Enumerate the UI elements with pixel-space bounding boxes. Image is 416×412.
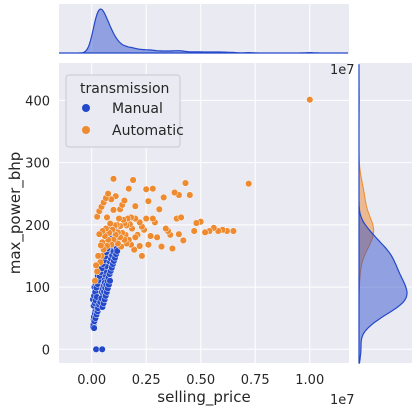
y-tick-label: 300 (25, 157, 50, 172)
scatter-point-automatic (186, 191, 194, 199)
scatter-point-automatic (103, 213, 111, 221)
scatter-point-automatic (115, 215, 123, 223)
scatter-point-automatic (104, 190, 112, 198)
scatter-point-automatic (157, 243, 166, 251)
scatter-point-automatic (229, 227, 237, 235)
scatter-point-automatic (245, 180, 253, 188)
y-tick-label: 100 (25, 281, 50, 296)
x-axis-label: selling_price (157, 388, 250, 407)
scatter-point-automatic (201, 228, 209, 236)
legend-title: transmission (80, 81, 169, 97)
scatter-point-automatic (160, 193, 168, 201)
y-axis-label: max_power_bhp (6, 152, 25, 275)
scatter-point-automatic (153, 233, 161, 241)
scatter-point-automatic (306, 96, 314, 104)
scatter-point-automatic (144, 197, 152, 205)
scatter-point-automatic (177, 213, 185, 221)
scatter-point-automatic (142, 185, 150, 193)
scatter-point-automatic (120, 197, 128, 205)
x-tick-label: 0.75 (241, 373, 270, 388)
scatter-point-automatic (181, 179, 190, 187)
scatter-point-automatic (131, 202, 139, 210)
scatter-point-automatic (97, 241, 105, 249)
legend-marker-automatic (82, 126, 90, 134)
scatter-point-automatic (95, 230, 103, 238)
scatter-point-automatic (149, 215, 157, 223)
x-offset-label-bottom: 1e7 (330, 393, 355, 408)
legend-marker-manual (82, 104, 90, 112)
scatter-point-automatic (168, 244, 176, 253)
y-tick-label: 400 (25, 94, 50, 109)
scatter-point-automatic (109, 175, 118, 183)
x-tick-label: 0.00 (77, 373, 106, 388)
scatter-point-automatic (125, 185, 133, 193)
legend-label-automatic: Automatic (112, 123, 184, 139)
x-tick-labels: 0.00 0.25 0.50 0.75 1.00 (77, 373, 324, 388)
scatter-point-automatic (144, 241, 152, 249)
scatter-point-automatic (136, 242, 144, 250)
scatter-point-automatic (192, 219, 200, 227)
scatter-point-automatic (138, 252, 146, 260)
scatter-point-manual (113, 247, 121, 255)
scatter-point-automatic (142, 215, 150, 223)
scatter-point-automatic (190, 227, 198, 235)
scatter-point-automatic (93, 267, 101, 276)
scatter-point-automatic (171, 188, 179, 197)
x-tick-label: 1.00 (295, 373, 324, 388)
y-tick-label: 0 (42, 343, 50, 358)
scatter-point-automatic (94, 252, 102, 260)
top-marginal-grid (91, 4, 311, 53)
x-offset-label-top: 1e7 (330, 63, 355, 78)
top-marginal-background (59, 4, 349, 53)
scatter-point-automatic (149, 185, 157, 193)
scatter-point-automatic (179, 236, 187, 244)
x-tick-label: 0.50 (186, 373, 215, 388)
scatter-point-automatic (162, 225, 170, 233)
scatter-point-automatic (106, 220, 114, 228)
automatic-series-points (91, 96, 314, 285)
scatter-point-automatic (129, 176, 137, 184)
scatter-point-automatic (131, 233, 139, 241)
scatter-point-automatic (155, 205, 163, 213)
top-marginal-distribution (59, 8, 349, 54)
right-marginal-grid (359, 99, 412, 350)
scatter-point-manual (92, 345, 100, 353)
scatter-point-manual (90, 324, 98, 332)
x-tick-label: 0.25 (132, 373, 161, 388)
y-tick-labels: 0 100 200 300 400 (25, 94, 50, 358)
scatter-point-automatic (91, 277, 99, 285)
scatter-point-manual (106, 277, 114, 285)
legend: transmission Manual Automatic (65, 74, 184, 148)
right-marginal-manual-distribution (358, 64, 408, 364)
scatter-point-automatic (130, 246, 138, 254)
legend-label-manual: Manual (112, 101, 163, 117)
scatter-point-manual (98, 345, 106, 353)
y-tick-label: 200 (25, 219, 50, 234)
scatter-point-automatic (147, 232, 155, 240)
scatter-point-automatic (92, 261, 100, 269)
legend-box (65, 74, 181, 148)
scatter-point-automatic (109, 206, 118, 214)
scatter-point-automatic (175, 230, 183, 238)
